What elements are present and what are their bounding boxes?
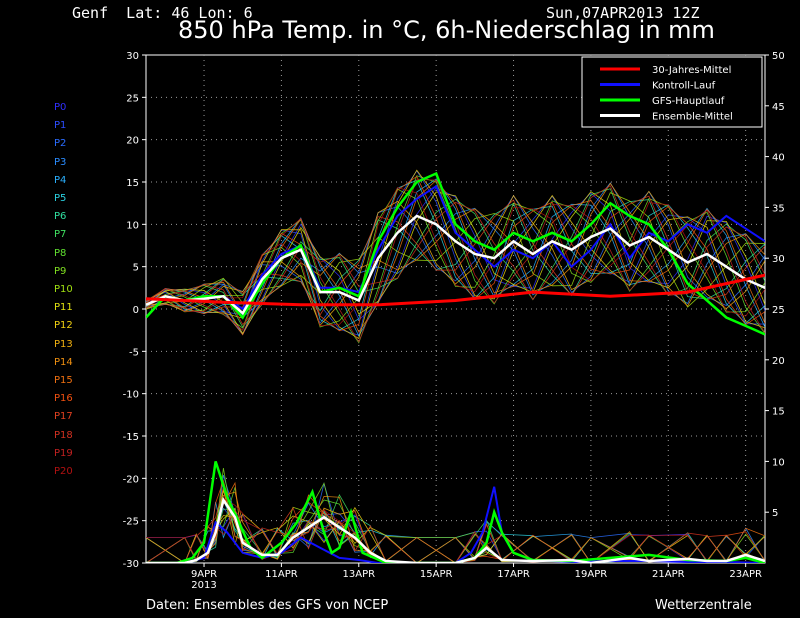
member-label-p2: P2 <box>54 138 67 150</box>
right-tick-label: 5 <box>772 508 778 519</box>
x-tick-label: 9APR <box>191 569 217 580</box>
right-tick-label: 40 <box>772 153 785 164</box>
member-label-p7: P7 <box>54 229 67 241</box>
brand-footer: Wetterzentrale <box>655 598 752 613</box>
x-tick-label: 23APR <box>729 569 762 580</box>
right-tick-label: 30 <box>772 254 785 265</box>
legend: 30-Jahres-Mittel Kontroll-Lauf GFS-Hauptla… <box>581 56 763 128</box>
right-tick-label: 25 <box>772 305 785 316</box>
left-tick-label: 5 <box>133 263 139 274</box>
x-tick-label: 11APR <box>265 569 298 580</box>
left-tick-label: 15 <box>126 178 139 189</box>
member-label-p3: P3 <box>54 156 67 168</box>
member-temp-line <box>146 178 765 337</box>
legend-label: GFS-Hauptlauf <box>652 96 725 107</box>
x-tick-sublabel: 2013 <box>191 580 216 591</box>
gfs-main-precip-line <box>146 461 765 563</box>
x-tick-label: 15APR <box>420 569 453 580</box>
member-temp-line <box>146 199 765 312</box>
left-tick-label: -30 <box>123 559 139 570</box>
x-tick-label: 21APR <box>652 569 685 580</box>
member-label-p15: P15 <box>54 375 73 386</box>
member-label-p14: P14 <box>54 356 73 368</box>
right-tick-label: 50 <box>772 51 785 62</box>
data-source-footer: Daten: Ensembles des GFS von NCEP <box>146 598 389 613</box>
member-label-p16: P16 <box>54 393 73 405</box>
member-label-p13: P13 <box>54 338 73 350</box>
gfs-main-temp-line <box>146 171 765 336</box>
member-label-p1: P1 <box>54 120 67 132</box>
member-label-p0: P0 <box>54 102 67 113</box>
legend-label: Kontroll-Lauf <box>652 81 716 92</box>
right-tick-label: 35 <box>772 203 785 214</box>
member-label-p19: P19 <box>54 447 73 459</box>
member-label-p17: P17 <box>54 411 73 423</box>
member-label-p18: P18 <box>54 429 73 441</box>
member-temp-line <box>146 185 765 326</box>
member-label-p11: P11 <box>54 302 73 314</box>
left-tick-label: -10 <box>123 390 139 401</box>
member-label-p9: P9 <box>54 265 67 277</box>
right-tick-label: 10 <box>772 457 785 468</box>
right-tick-label: 20 <box>772 356 785 367</box>
left-tick-label: -25 <box>123 517 139 528</box>
axes: 302520151050-5-10-15-20-25-3050454035302… <box>123 51 785 591</box>
left-tick-label: -20 <box>123 474 139 485</box>
member-temp-line <box>146 187 765 327</box>
member-temp-line <box>146 195 765 316</box>
climatology-temp-line <box>146 273 765 307</box>
x-tick-label: 17APR <box>497 569 530 580</box>
member-temp-line <box>146 175 765 344</box>
member-label-p4: P4 <box>54 174 67 186</box>
member-label-p12: P12 <box>54 320 73 332</box>
member-temp-line <box>146 182 765 318</box>
chart-title: 850 hPa Temp. in °C, 6h-Niederschlag in … <box>178 16 715 44</box>
member-label-p5: P5 <box>54 193 67 204</box>
left-tick-label: 20 <box>126 136 139 147</box>
member-label-p10: P10 <box>54 284 73 295</box>
main-series <box>146 171 765 563</box>
member-temp-line <box>146 179 765 336</box>
left-tick-label: 30 <box>126 51 139 62</box>
x-tick-label: 13APR <box>343 569 376 580</box>
left-tick-label: -5 <box>129 347 139 358</box>
run-time-label: Sun,07APR2013 12Z <box>546 4 700 22</box>
ensemble-mean-precip-line <box>146 496 765 563</box>
x-tick-label: 19APR <box>575 569 608 580</box>
left-tick-label: -15 <box>123 432 139 443</box>
legend-label: Ensemble-Mittel <box>652 112 733 123</box>
control-temp-line <box>146 184 765 311</box>
member-temp-line <box>146 175 765 332</box>
left-tick-label: 0 <box>133 305 139 316</box>
member-temp-line <box>146 182 765 315</box>
member-temp-line <box>146 190 765 327</box>
location-label: Genf Lat: 46 Lon: 6 <box>72 4 253 22</box>
right-tick-label: 45 <box>772 102 785 113</box>
member-temp-line <box>146 179 765 331</box>
left-tick-label: 10 <box>126 220 139 231</box>
left-tick-label: 25 <box>126 93 139 104</box>
member-label-p20: P20 <box>54 466 73 477</box>
member-temp-line <box>146 191 765 335</box>
legend-label: 30-Jahres-Mittel <box>652 65 731 76</box>
member-label-p6: P6 <box>54 211 67 223</box>
member-label-p8: P8 <box>54 247 67 259</box>
right-tick-label: 15 <box>772 407 785 418</box>
